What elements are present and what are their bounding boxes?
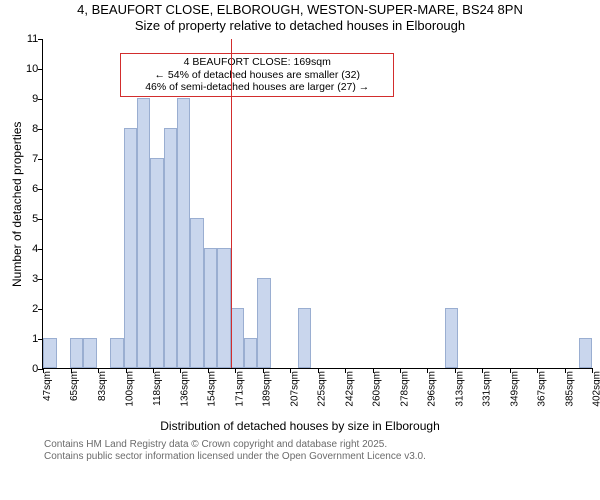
annotation-line3: 46% of semi-detached houses are larger (… xyxy=(125,81,389,94)
histogram-bar xyxy=(83,338,96,368)
histogram-bar xyxy=(217,248,230,368)
x-tick-label: 349sqm xyxy=(510,371,521,407)
histogram-bar xyxy=(164,128,177,367)
x-tick-label: 207sqm xyxy=(290,371,301,407)
y-tick-mark xyxy=(38,69,43,70)
y-tick-mark xyxy=(38,99,43,100)
plot-area: 4 BEAUFORT CLOSE: 169sqm ← 54% of detach… xyxy=(42,39,592,369)
histogram-bar xyxy=(70,338,83,368)
histogram-bar xyxy=(110,338,123,368)
x-tick-label: 296sqm xyxy=(427,371,438,407)
chart-title: 4, BEAUFORT CLOSE, ELBOROUGH, WESTON-SUP… xyxy=(8,2,592,35)
x-tick-label: 136sqm xyxy=(180,371,191,407)
histogram-bar xyxy=(231,308,244,368)
x-tick-label: 83sqm xyxy=(97,371,108,401)
y-tick-mark xyxy=(38,249,43,250)
annotation-line2: ← 54% of detached houses are smaller (32… xyxy=(125,69,389,82)
y-axis-label: Number of detached properties xyxy=(8,39,26,369)
reference-marker xyxy=(231,39,232,368)
x-axis-row: 47sqm 65sqm 83sqm 100sqm 118sqm 136sqm 154sqm 1… xyxy=(8,369,592,417)
x-tick-label: 154sqm xyxy=(207,371,218,407)
x-tick-label: 278sqm xyxy=(400,371,411,407)
x-tick-label: 189sqm xyxy=(262,371,273,407)
x-tick-label: 100sqm xyxy=(125,371,136,407)
x-axis-spacer xyxy=(8,369,42,417)
x-tick-label: 402sqm xyxy=(592,371,600,407)
histogram-bar xyxy=(204,248,217,368)
x-tick-label: 242sqm xyxy=(345,371,356,407)
x-tick-label: 65sqm xyxy=(70,371,81,401)
annotation-line1: 4 BEAUFORT CLOSE: 169sqm xyxy=(125,56,389,69)
histogram-bar xyxy=(124,128,137,367)
histogram-bar xyxy=(579,338,592,368)
annotation-box: 4 BEAUFORT CLOSE: 169sqm ← 54% of detach… xyxy=(120,53,394,97)
x-tick-label: 260sqm xyxy=(372,371,383,407)
y-tick-mark xyxy=(38,189,43,190)
x-axis-ticks: 47sqm 65sqm 83sqm 100sqm 118sqm 136sqm 154sqm 1… xyxy=(42,369,592,417)
y-tick-mark xyxy=(38,309,43,310)
histogram-bar xyxy=(257,278,270,368)
x-tick-label: 171sqm xyxy=(235,371,246,407)
chart-area: Number of detached properties 1110987654… xyxy=(8,39,592,369)
x-tick-label: 331sqm xyxy=(482,371,493,407)
x-tick-label: 225sqm xyxy=(317,371,328,407)
histogram-bar xyxy=(43,338,56,368)
histogram-bar xyxy=(244,338,257,368)
title-line2: Size of property relative to detached ho… xyxy=(8,18,592,34)
histogram-bar xyxy=(445,308,458,368)
histogram-bar xyxy=(298,308,311,368)
footer-line2: Contains public sector information licen… xyxy=(44,451,592,463)
footer-line1: Contains HM Land Registry data © Crown c… xyxy=(44,439,592,451)
histogram-bar xyxy=(190,218,203,368)
x-tick-label: 118sqm xyxy=(152,371,163,406)
x-tick-label: 367sqm xyxy=(537,371,548,407)
y-axis-ticks: 11109876543210 xyxy=(26,39,38,369)
x-tick-label: 313sqm xyxy=(455,371,466,407)
x-tick-label: 47sqm xyxy=(42,371,53,401)
footer-attribution: Contains HM Land Registry data © Crown c… xyxy=(8,439,592,463)
y-tick-mark xyxy=(38,219,43,220)
histogram-bar xyxy=(177,98,190,367)
y-tick-mark xyxy=(38,279,43,280)
x-tick-label: 385sqm xyxy=(565,371,576,407)
x-axis-label: Distribution of detached houses by size … xyxy=(8,419,592,433)
y-tick-mark xyxy=(38,129,43,130)
y-tick-mark xyxy=(38,39,43,40)
histogram-bar xyxy=(137,98,150,367)
title-line1: 4, BEAUFORT CLOSE, ELBOROUGH, WESTON-SUP… xyxy=(8,2,592,18)
y-tick-mark xyxy=(38,159,43,160)
histogram-bar xyxy=(150,158,163,367)
